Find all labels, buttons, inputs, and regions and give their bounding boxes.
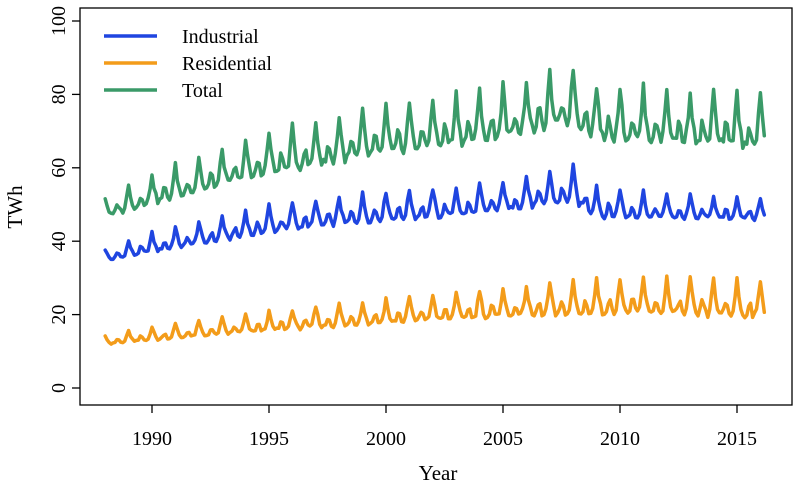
- y-tick-label: 100: [48, 6, 70, 36]
- legend-label-industrial: Industrial: [182, 26, 259, 48]
- y-tick-label: 60: [48, 158, 70, 178]
- y-tick-label: 0: [48, 383, 70, 393]
- series-line-total: [103, 67, 767, 216]
- legend: Industrial Residential Total: [104, 26, 272, 102]
- x-tick-label: 2010: [600, 428, 640, 450]
- series-line-industrial: [103, 162, 767, 262]
- x-axis: 1990 1995 2000 2005 2010 2015: [132, 405, 757, 450]
- x-tick-label: 2005: [483, 428, 523, 450]
- y-tick-label: 40: [48, 231, 70, 251]
- y-tick-label: 20: [48, 305, 70, 325]
- x-axis-title: Year: [419, 461, 458, 485]
- legend-label-total: Total: [182, 80, 223, 102]
- x-tick-label: 1995: [249, 428, 289, 450]
- x-tick-label: 1990: [132, 428, 172, 450]
- y-axis: 0 20 40 60 80 100: [48, 6, 80, 393]
- series-line-residential: [103, 274, 767, 346]
- x-tick-label: 2015: [717, 428, 757, 450]
- y-tick-label: 80: [48, 84, 70, 104]
- plot-frame: [79, 7, 793, 406]
- y-axis-title: TWh: [3, 185, 27, 229]
- x-tick-label: 2000: [366, 428, 406, 450]
- series-group: [103, 67, 767, 346]
- legend-label-residential: Residential: [182, 53, 272, 75]
